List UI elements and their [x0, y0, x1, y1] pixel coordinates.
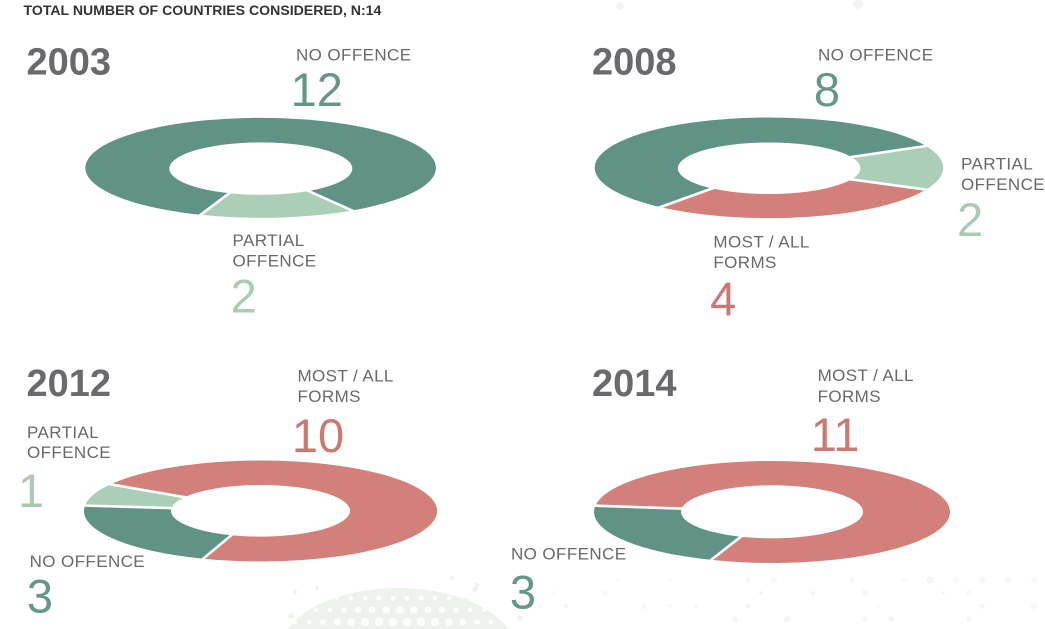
svg-text:2014: 2014	[592, 363, 677, 405]
svg-text:MOST / ALL: MOST / ALL	[713, 233, 809, 252]
svg-text:12: 12	[291, 63, 343, 116]
svg-text:2: 2	[957, 193, 983, 246]
svg-text:2008: 2008	[592, 41, 677, 83]
svg-text:NO OFFENCE: NO OFFENCE	[296, 45, 411, 64]
svg-text:MOST / ALL: MOST / ALL	[818, 366, 914, 385]
svg-text:2003: 2003	[27, 41, 112, 83]
svg-text:PARTIAL: PARTIAL	[233, 231, 305, 250]
svg-text:FORMS: FORMS	[818, 387, 881, 406]
svg-text:8: 8	[814, 63, 840, 116]
svg-text:3: 3	[510, 566, 536, 619]
svg-text:3: 3	[27, 569, 53, 622]
svg-text:10: 10	[292, 409, 344, 462]
svg-text:11: 11	[811, 408, 860, 461]
svg-text:MOST / ALL: MOST / ALL	[298, 367, 394, 386]
svg-text:NO OFFENCE: NO OFFENCE	[30, 552, 145, 571]
svg-text:FORMS: FORMS	[713, 253, 776, 272]
svg-text:2012: 2012	[27, 363, 112, 405]
svg-text:NO OFFENCE: NO OFFENCE	[818, 45, 933, 64]
svg-text:OFFENCE: OFFENCE	[233, 251, 317, 270]
svg-text:PARTIAL: PARTIAL	[27, 423, 99, 442]
svg-text:OFFENCE: OFFENCE	[27, 443, 111, 462]
svg-text:FORMS: FORMS	[298, 387, 361, 406]
svg-text:NO OFFENCE: NO OFFENCE	[511, 545, 626, 564]
svg-text:PARTIAL: PARTIAL	[961, 155, 1033, 174]
svg-text:4: 4	[710, 273, 736, 326]
svg-text:TOTAL NUMBER OF COUNTRIES CONS: TOTAL NUMBER OF COUNTRIES CONSIDERED, N:…	[24, 2, 382, 18]
svg-text:1: 1	[18, 464, 44, 517]
svg-text:OFFENCE: OFFENCE	[961, 175, 1045, 194]
svg-text:2: 2	[231, 270, 257, 323]
